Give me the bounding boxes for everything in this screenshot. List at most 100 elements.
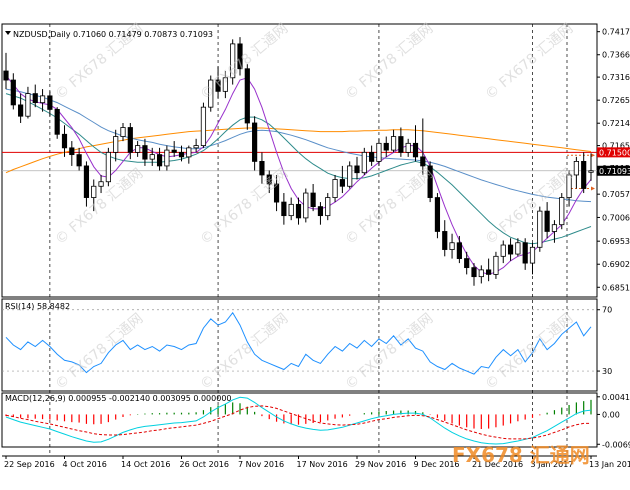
watermark-text: © FX678 汇通网 — [197, 166, 291, 248]
macd-main-line — [5, 396, 592, 445]
arrow-lower-icon — [591, 186, 595, 191]
candle-body — [390, 136, 397, 151]
candle-body — [273, 183, 280, 203]
candle-body — [427, 165, 433, 198]
candle-body — [149, 154, 155, 160]
candle-body — [566, 174, 572, 198]
candle-body — [83, 165, 90, 198]
time-tick-label: 14 Oct 2016 — [121, 460, 170, 469]
price-tick-label: 0.69535 — [602, 237, 630, 246]
candle-body — [91, 185, 97, 198]
candle-body — [237, 43, 243, 70]
arrow-upper-icon — [591, 153, 595, 158]
candle-body — [449, 242, 455, 250]
time-tick-label: 22 Sep 2016 — [4, 460, 55, 469]
candle-body — [230, 43, 236, 79]
candle-body — [259, 161, 265, 176]
candle-body — [222, 77, 228, 92]
candle-body — [266, 174, 272, 185]
candle-body — [303, 192, 309, 219]
candle-body — [456, 242, 462, 259]
rsi-label: RSI(14) 58.8482 — [5, 302, 70, 311]
horizontal-line-label: 0.71500 — [599, 148, 630, 157]
macd-signal-line — [5, 405, 591, 440]
panel-frame-macd — [1, 392, 598, 448]
panel-frame-main — [1, 23, 598, 298]
candle-body — [69, 147, 75, 156]
candle-body — [208, 79, 214, 108]
candle-body — [47, 95, 53, 110]
candle-body — [412, 142, 419, 158]
macd-tick-label: 0.004112 — [602, 393, 630, 402]
candle-body — [544, 210, 550, 232]
watermark-text: © FX678 汇通网 — [482, 311, 576, 393]
candle-body — [295, 203, 302, 219]
candle-body — [18, 104, 24, 117]
time-tick-label: 13 Jan 2017 — [589, 460, 630, 469]
candle-body — [507, 244, 514, 255]
candle-body — [369, 151, 375, 162]
candle-body — [529, 246, 536, 264]
time-tick-label: 4 Oct 2016 — [63, 460, 107, 469]
candle-body — [486, 269, 492, 275]
candle-body — [252, 122, 258, 162]
candle-body — [200, 106, 207, 146]
candle-body — [325, 197, 331, 217]
time-tick-label: 3 Jan 2017 — [531, 460, 574, 469]
overlay-line-MA-blue — [5, 88, 592, 203]
price-tick-label: 0.68515 — [602, 283, 630, 292]
candle-body — [471, 267, 477, 278]
macd-tick-label: -0.006961 — [602, 440, 630, 449]
candle-body — [383, 142, 389, 151]
candle-body — [32, 93, 38, 104]
candle-body — [317, 206, 324, 217]
macd-tick-label: 0.00 — [602, 410, 620, 419]
candle-body — [105, 151, 111, 183]
price-panel — [2, 37, 597, 286]
candle-body — [559, 197, 565, 226]
candle-body — [405, 142, 411, 153]
candle-body — [288, 203, 294, 217]
time-tick-label: 21 Dec 2016 — [472, 460, 523, 469]
price-tick-label: 0.72145 — [602, 119, 630, 128]
rsi-tick-label: 30 — [602, 367, 612, 376]
candle-body — [164, 149, 170, 167]
dropdown-triangle-icon[interactable] — [5, 31, 11, 35]
candle-body — [39, 95, 46, 104]
candle-body — [464, 258, 470, 269]
candle-body — [376, 142, 382, 162]
chart-title: NZDUSD,Daily 0.71060 0.71479 0.70873 0.7… — [13, 30, 213, 39]
time-tick-label: 17 Nov 2016 — [297, 460, 348, 469]
candle-body — [420, 156, 426, 167]
watermark-text: © FX678 汇通网 — [52, 166, 146, 248]
candle-body — [398, 136, 404, 153]
rsi-tick-label: 70 — [602, 306, 612, 315]
rsi-line — [5, 311, 592, 375]
candle-body — [500, 244, 506, 257]
last-price-label: 0.71093 — [599, 167, 630, 176]
panel-frames — [1, 23, 598, 457]
candle-body — [127, 127, 133, 153]
panel-frame-rsi — [1, 298, 598, 392]
candle-body — [515, 242, 521, 255]
candle-body — [537, 210, 543, 248]
overlay-line-MA-darkcyan — [5, 93, 592, 245]
candle-body — [434, 197, 441, 232]
candle-body — [3, 70, 9, 81]
time-tick-label: 7 Nov 2016 — [238, 460, 284, 469]
brand-logo-text: FX678 汇通网 — [452, 443, 590, 467]
macd-panel — [5, 396, 592, 445]
candle-body — [339, 179, 345, 187]
candle-body — [135, 145, 141, 153]
watermark-text: © FX678 汇通网 — [342, 166, 436, 248]
macd-label: MACD(12,26,9) 0.000955 -0.002140 0.00309… — [5, 394, 232, 403]
rsi-panel — [2, 309, 597, 375]
time-tick-label: 29 Nov 2016 — [355, 460, 406, 469]
price-tick-label: 0.69025 — [602, 260, 630, 269]
candle-body — [478, 269, 484, 278]
candle-body — [361, 151, 367, 174]
candle-body — [186, 147, 192, 158]
